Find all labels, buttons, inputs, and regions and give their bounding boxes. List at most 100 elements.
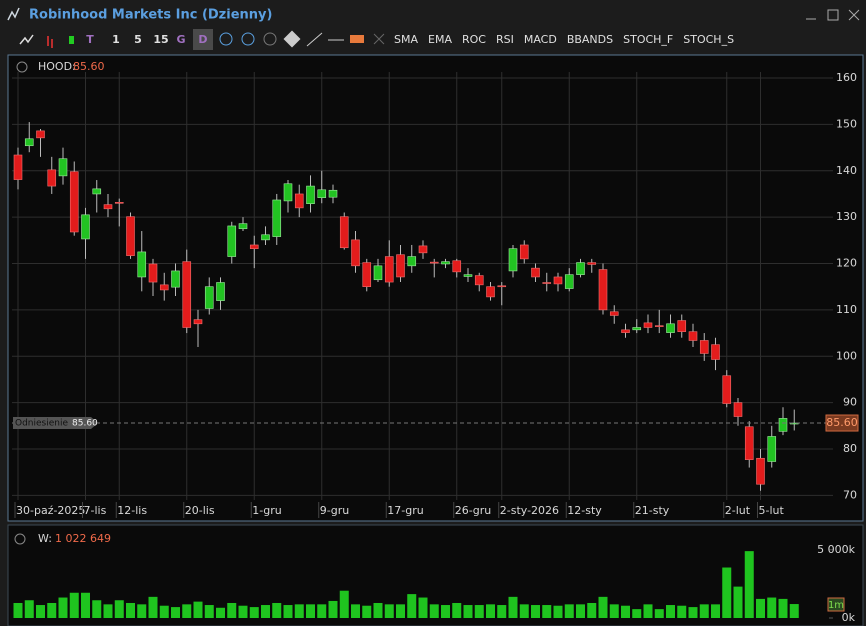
candle-body <box>429 261 439 264</box>
volume-bar <box>92 600 102 618</box>
candle-body <box>92 188 102 195</box>
volume-bar <box>677 605 687 618</box>
candle-body <box>114 202 124 204</box>
maximize[interactable] <box>827 9 839 21</box>
x-tick-label: 12-lis <box>117 504 147 517</box>
volume-bar <box>362 605 372 618</box>
candle-body <box>81 214 90 240</box>
toolbar-button[interactable]: G <box>176 33 185 46</box>
toolbar-button[interactable]: 1 <box>112 33 120 46</box>
volume-bar <box>328 600 338 618</box>
candle-body <box>159 284 169 291</box>
zoom-reset[interactable] <box>263 32 277 46</box>
volume-bar <box>47 602 57 618</box>
volume-bar <box>294 604 304 618</box>
indicator-button[interactable]: SMA <box>394 33 418 46</box>
volume-bar <box>103 604 113 618</box>
volume-bar <box>126 602 135 618</box>
candle-body <box>553 276 563 285</box>
volume-bar <box>36 605 45 618</box>
volume-bar <box>81 592 90 618</box>
candle-body <box>621 329 630 333</box>
volume-bar <box>643 604 653 618</box>
trend-tool[interactable] <box>306 32 323 47</box>
toolbar-button[interactable]: 5 <box>134 33 142 46</box>
zoom-out[interactable] <box>241 32 255 46</box>
volume-bar <box>564 604 574 618</box>
volume-bar <box>182 604 192 618</box>
volume-bar <box>598 596 608 618</box>
volume-bar <box>418 597 428 618</box>
toolbar-button[interactable]: D <box>198 33 207 46</box>
interval-label: 1m <box>828 600 844 611</box>
active-button <box>193 29 213 50</box>
candle-body <box>767 436 777 462</box>
candle-body <box>103 204 113 210</box>
y-tick-label: 100 <box>836 349 857 362</box>
indicator-button[interactable]: STOCH_S <box>683 33 734 46</box>
volume-bar <box>733 586 743 618</box>
candle-body <box>249 244 259 249</box>
indicator-button[interactable]: MACD <box>524 33 557 46</box>
indicator-button[interactable]: BBANDS <box>567 33 613 46</box>
candle-tool[interactable] <box>69 36 74 44</box>
erase-tool[interactable] <box>350 35 364 43</box>
candle-body <box>36 130 45 139</box>
volume-bar <box>306 604 315 618</box>
y-tick-label: 140 <box>836 164 857 177</box>
volume-bar <box>159 605 169 618</box>
candle-body <box>497 285 507 288</box>
candle-body <box>711 344 720 360</box>
toolbar-button[interactable]: T <box>86 33 94 46</box>
y-tick-label: 70 <box>843 488 857 501</box>
y-tick-label: 0k <box>842 611 856 624</box>
volume-bar <box>261 605 270 618</box>
volume-bar <box>238 605 248 618</box>
volume-bar <box>508 596 518 618</box>
candle-body <box>227 225 237 257</box>
last-price-tag <box>825 414 859 432</box>
volume-value: 1 022 649 <box>55 532 111 545</box>
volume-bar <box>474 605 484 618</box>
volume-bar <box>429 604 439 618</box>
indicator-button[interactable]: RSI <box>496 33 514 46</box>
indicator-button[interactable]: ROC <box>462 33 486 46</box>
volume-bar <box>249 607 259 618</box>
candle-body <box>58 158 68 177</box>
candle-body <box>463 274 473 277</box>
x-tick-label: 2-lut <box>725 504 751 517</box>
window-controls[interactable] <box>806 9 860 21</box>
candle-body <box>261 234 270 241</box>
delete-tool[interactable] <box>373 33 385 45</box>
indicator-button[interactable]: EMA <box>428 33 452 46</box>
panel-handle <box>14 61 28 545</box>
candle-body <box>542 282 552 284</box>
candle-body <box>654 325 664 327</box>
candle-body <box>204 286 214 309</box>
ohlc-tool[interactable] <box>47 36 53 48</box>
volume-bar <box>283 605 293 618</box>
candle-body <box>306 185 315 204</box>
line-tool[interactable] <box>19 34 34 45</box>
indicator-button[interactable]: STOCH_F <box>623 33 673 46</box>
x-tick-label: 26-gru <box>455 504 491 517</box>
y-tick-label: 90 <box>843 396 857 409</box>
candle-body <box>47 169 57 187</box>
candle-body <box>778 418 788 432</box>
zoom-in[interactable] <box>219 32 233 46</box>
close[interactable] <box>848 9 860 21</box>
candle-body <box>126 216 135 256</box>
candle-body <box>699 340 709 354</box>
x-tick-label: 20-lis <box>185 504 215 517</box>
interval-box <box>827 597 845 612</box>
candle-body <box>418 245 428 254</box>
toolbar-button[interactable]: 15 <box>153 33 168 46</box>
volume-bar <box>193 601 203 618</box>
candle-body <box>486 286 495 298</box>
volume-bar <box>744 551 754 618</box>
volume-bar <box>407 594 417 618</box>
candle-body <box>13 154 23 180</box>
candle-body <box>564 274 574 289</box>
volume-bar <box>542 605 552 618</box>
